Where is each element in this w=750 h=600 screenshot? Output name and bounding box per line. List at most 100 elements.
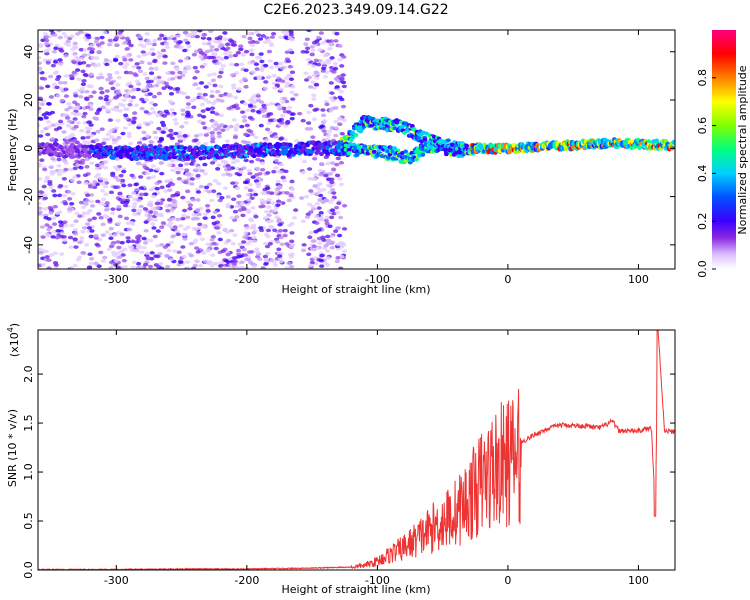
heatmap-cell [201, 114, 207, 119]
heatmap-cell [262, 241, 269, 246]
heatmap-cell [158, 161, 164, 165]
heatmap-cell [155, 244, 161, 248]
heatmap-cell [250, 59, 256, 64]
heatmap-cell [172, 117, 178, 122]
heatmap-cell [206, 189, 212, 194]
heatmap-cell [53, 266, 59, 269]
heatmap-cell [332, 66, 339, 71]
heatmap-cell [144, 251, 151, 256]
heatmap-cell [175, 217, 181, 222]
heatmap-cell [159, 185, 165, 190]
heatmap-cell [236, 87, 243, 91]
heatmap-cell [104, 201, 110, 205]
heatmap-cell [212, 120, 219, 125]
heatmap-cell [38, 206, 43, 211]
heatmap-ridge-cell [287, 142, 293, 147]
heatmap-cell [273, 61, 279, 66]
heatmap-cell [200, 121, 206, 125]
heatmap-cell [104, 94, 110, 99]
heatmap-cell [167, 99, 174, 104]
heatmap-cell [118, 173, 124, 178]
heatmap-cell [238, 47, 244, 52]
heatmap-cell [185, 105, 191, 110]
heatmap-cell [289, 70, 296, 75]
heatmap-cell [189, 182, 195, 186]
heatmap-cell [142, 72, 148, 76]
heatmap-cell [205, 204, 211, 208]
heatmap-cell [290, 97, 296, 101]
heatmap-cell [304, 78, 310, 82]
heatmap-cell [70, 178, 76, 183]
heatmap-cell [289, 187, 296, 192]
heatmap-cell [165, 208, 171, 213]
heatmap-cell [175, 170, 181, 175]
heatmap-cell [174, 142, 180, 146]
heatmap-cell [310, 64, 317, 69]
heatmap-cell [108, 244, 115, 249]
heatmap-cell [248, 129, 254, 134]
heatmap-cell [285, 59, 292, 64]
heatmap-cell [318, 31, 324, 35]
heatmap-cell [216, 134, 222, 139]
heatmap-cell [341, 84, 347, 89]
heatmap-cell [144, 134, 150, 138]
heatmap-cell [227, 54, 234, 59]
heatmap-cell [76, 77, 82, 82]
heatmap-cell [63, 184, 69, 189]
heatmap-cell [99, 90, 105, 95]
heatmap-cell [100, 105, 106, 110]
heatmap-cell [214, 112, 220, 116]
heatmap-cell [132, 72, 138, 76]
heatmap-cell [158, 111, 165, 115]
heatmap-cell [218, 93, 224, 98]
heatmap-cell [180, 108, 186, 113]
heatmap-ridge-cell [301, 146, 307, 151]
heatmap-cell [120, 253, 126, 257]
heatmap-cell [177, 70, 183, 75]
heatmap-cell [339, 131, 345, 136]
heatmap-cell [66, 119, 73, 124]
heatmap-cell [144, 32, 150, 36]
heatmap-cell [59, 231, 65, 235]
heatmap-cell [163, 189, 169, 193]
heatmap-cell [153, 83, 160, 88]
heatmap-cell [247, 31, 253, 36]
heatmap-cell [337, 116, 343, 121]
heatmap-cell [211, 189, 217, 194]
heatmap-cell [159, 225, 165, 229]
heatmap-cell [265, 171, 271, 175]
heatmap-cell [276, 247, 282, 252]
heatmap-cell [59, 87, 65, 91]
heatmap-cell [50, 63, 56, 68]
heatmap-cell [101, 197, 107, 202]
heatmap-cell [139, 106, 145, 111]
heatmap-cell [152, 130, 158, 135]
heatmap-ridge-cell [343, 143, 349, 148]
heatmap-cell [322, 119, 328, 123]
heatmap-cell [147, 213, 153, 218]
heatmap-cell [209, 253, 216, 257]
heatmap-cell [56, 172, 63, 177]
heatmap-cell [197, 92, 203, 97]
heatmap-cell [150, 222, 156, 226]
heatmap-cell [152, 234, 158, 239]
heatmap-cell [64, 140, 70, 145]
heatmap-cell [324, 215, 330, 220]
heatmap-cell [159, 243, 165, 247]
heatmap-cell [274, 64, 281, 69]
heatmap-cell [148, 168, 154, 173]
heatmap-cell [38, 162, 43, 167]
colorbar-tick-label: 0.8 [696, 69, 709, 87]
heatmap-cell [111, 250, 117, 255]
heatmap-cell [126, 227, 132, 232]
heatmap-cell [68, 167, 74, 172]
heatmap-cell [93, 261, 99, 266]
heatmap-cell [130, 265, 136, 269]
heatmap-cell [253, 135, 259, 140]
heatmap-cell [195, 190, 202, 194]
heatmap-cell [117, 102, 123, 107]
heatmap-cell [261, 108, 267, 113]
heatmap-cell [314, 201, 320, 206]
